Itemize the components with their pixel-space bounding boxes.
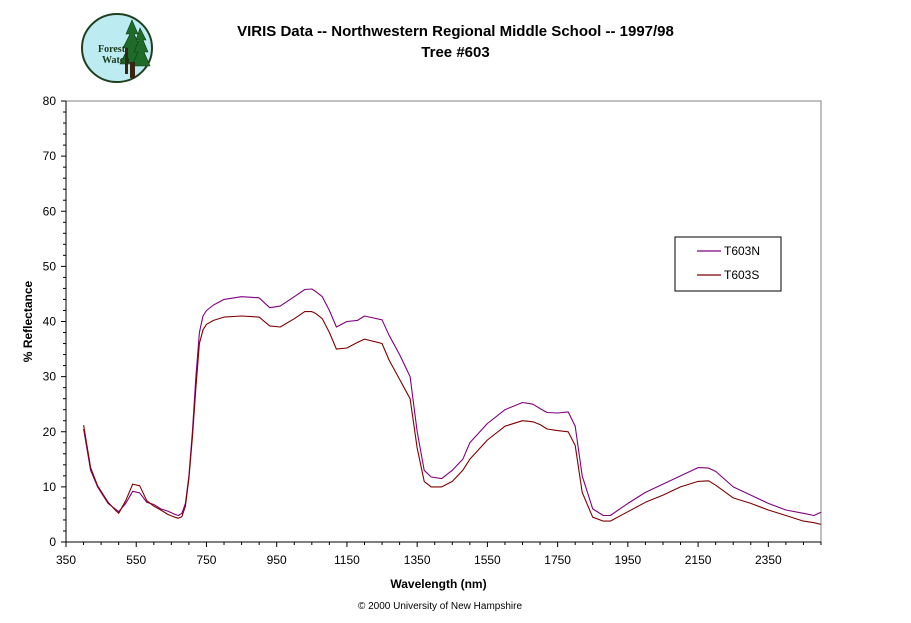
x-tick-label: 1750 bbox=[544, 553, 571, 567]
y-tick-label: 40 bbox=[43, 315, 57, 329]
legend-label: T603N bbox=[724, 244, 760, 258]
x-tick-label: 950 bbox=[267, 553, 287, 567]
series-line-t603s bbox=[83, 311, 822, 525]
x-tick-label: 1150 bbox=[334, 553, 360, 567]
copyright-text: © 2000 University of New Hampshire bbox=[357, 601, 523, 612]
x-tick-label: 1350 bbox=[404, 553, 431, 567]
x-tick-label: 550 bbox=[126, 553, 146, 567]
y-tick-label: 10 bbox=[43, 480, 57, 494]
y-tick-label: 30 bbox=[43, 370, 57, 384]
x-axis-label: Wavelength (nm) bbox=[390, 577, 486, 591]
y-tick-label: 50 bbox=[43, 259, 57, 273]
legend: T603N T603S bbox=[674, 236, 782, 292]
x-tick-label: 350 bbox=[56, 553, 76, 567]
x-tick-label: 1550 bbox=[474, 553, 501, 567]
forest-watch-logo: Forest Watch bbox=[80, 12, 154, 84]
chart-title: VIRIS Data -- Northwestern Regional Midd… bbox=[237, 23, 674, 40]
series-line-t603n bbox=[83, 288, 822, 517]
x-tick-label: 2150 bbox=[685, 553, 712, 567]
x-tick-label: 750 bbox=[196, 553, 216, 567]
legend-label: T603S bbox=[724, 268, 759, 282]
x-tick-label: 1950 bbox=[615, 553, 642, 567]
x-tick-label: 2350 bbox=[755, 553, 782, 567]
y-tick-label: 20 bbox=[43, 425, 57, 439]
logo-text-line2: Watch bbox=[102, 55, 130, 66]
legend-box bbox=[674, 236, 782, 292]
y-tick-label: 60 bbox=[43, 204, 57, 218]
chart-subtitle: Tree #603 bbox=[421, 44, 490, 61]
y-axis-label: % Reflectance bbox=[21, 280, 35, 362]
forest-watch-logo-icon: Forest Watch bbox=[81, 13, 153, 83]
y-tick-label: 0 bbox=[49, 535, 56, 549]
y-tick-label: 70 bbox=[43, 149, 57, 163]
plot-frame bbox=[65, 100, 822, 543]
y-tick-label: 80 bbox=[43, 94, 57, 108]
logo-text-line1: Forest bbox=[98, 44, 126, 55]
